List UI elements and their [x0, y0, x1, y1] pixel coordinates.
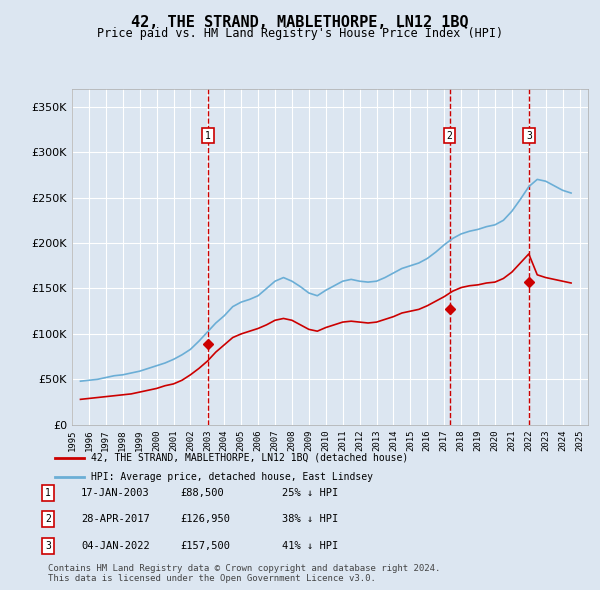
Text: 42, THE STRAND, MABLETHORPE, LN12 1BQ: 42, THE STRAND, MABLETHORPE, LN12 1BQ	[131, 15, 469, 30]
Text: £88,500: £88,500	[180, 488, 224, 497]
Text: £157,500: £157,500	[180, 541, 230, 550]
Text: 25% ↓ HPI: 25% ↓ HPI	[282, 488, 338, 497]
Text: 2: 2	[45, 514, 51, 524]
Text: 42, THE STRAND, MABLETHORPE, LN12 1BQ (detached house): 42, THE STRAND, MABLETHORPE, LN12 1BQ (d…	[91, 453, 409, 463]
Text: 1: 1	[205, 130, 211, 140]
Text: 2: 2	[446, 130, 452, 140]
Text: 17-JAN-2003: 17-JAN-2003	[81, 488, 150, 497]
Text: HPI: Average price, detached house, East Lindsey: HPI: Average price, detached house, East…	[91, 472, 373, 482]
Text: Contains HM Land Registry data © Crown copyright and database right 2024.
This d: Contains HM Land Registry data © Crown c…	[48, 563, 440, 583]
Text: £126,950: £126,950	[180, 514, 230, 524]
Text: 38% ↓ HPI: 38% ↓ HPI	[282, 514, 338, 524]
Text: 3: 3	[526, 130, 532, 140]
Text: 28-APR-2017: 28-APR-2017	[81, 514, 150, 524]
Text: 41% ↓ HPI: 41% ↓ HPI	[282, 541, 338, 550]
Text: 3: 3	[45, 541, 51, 550]
Text: Price paid vs. HM Land Registry's House Price Index (HPI): Price paid vs. HM Land Registry's House …	[97, 27, 503, 40]
Text: 04-JAN-2022: 04-JAN-2022	[81, 541, 150, 550]
Text: 1: 1	[45, 488, 51, 497]
